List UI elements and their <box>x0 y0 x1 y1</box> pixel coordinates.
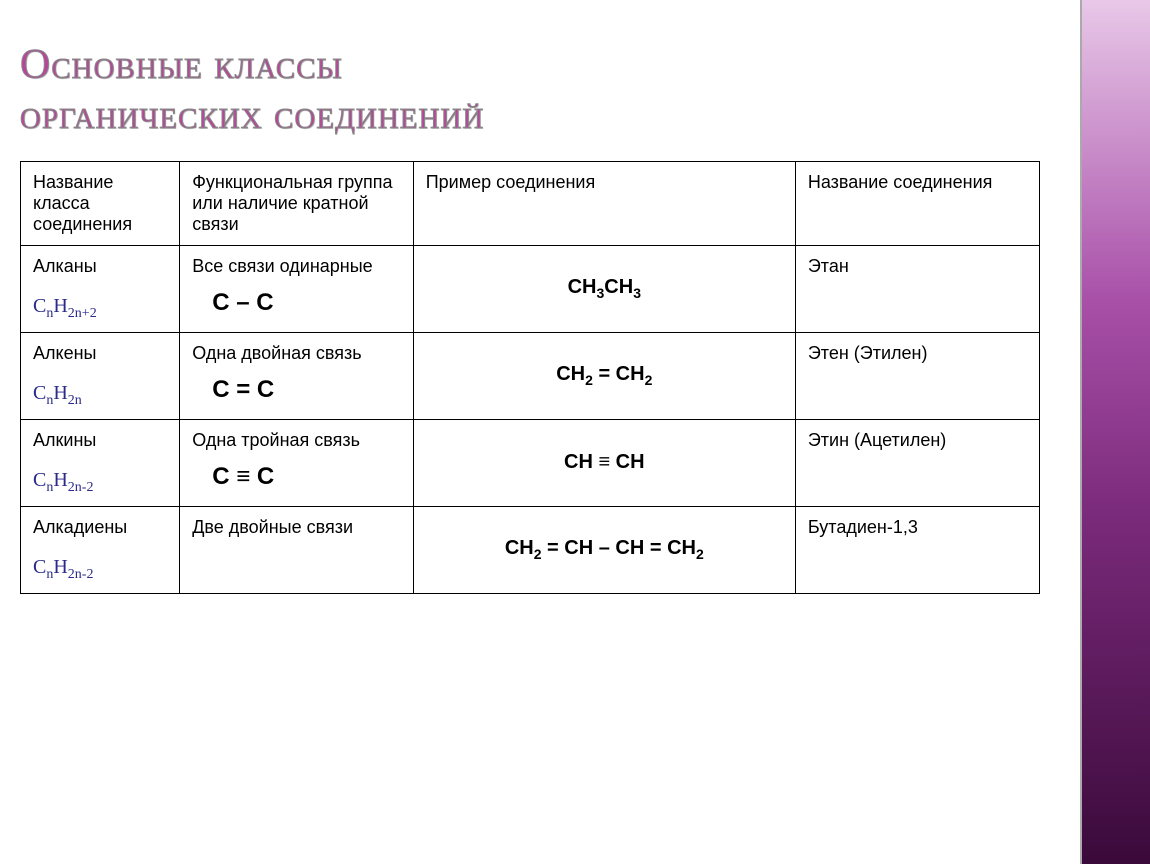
slide-title: Основные классы органических соединений <box>0 0 1150 161</box>
header-compound-name: Название соединения <box>795 161 1039 245</box>
cell-bond: Две двойные связи <box>180 506 414 593</box>
bond-description: Одна двойная связь <box>192 343 401 364</box>
general-formula: CnH2n <box>33 382 167 409</box>
cell-bond: Все связи одинарные C – C <box>180 245 414 332</box>
bond-description: Одна тройная связь <box>192 430 401 451</box>
header-example: Пример соединения <box>413 161 795 245</box>
cell-name: Этен (Этилен) <box>795 332 1039 419</box>
cell-example: CH3CH3 <box>413 245 795 332</box>
bond-symbol: C ≡ C <box>192 463 401 491</box>
gradient-strip <box>1080 0 1150 864</box>
cell-example: CH ≡ CH <box>413 419 795 506</box>
general-formula: CnH2n-2 <box>33 556 167 583</box>
cell-example: CH2 = CH2 <box>413 332 795 419</box>
class-name: Алкины <box>33 430 167 451</box>
cell-name: Бутадиен-1,3 <box>795 506 1039 593</box>
table-row: Алкены CnH2n Одна двойная связь C = C CH… <box>21 332 1040 419</box>
table-row: Алкадиены CnH2n-2 Две двойные связи CH2 … <box>21 506 1040 593</box>
cell-class: Алкины CnH2n-2 <box>21 419 180 506</box>
classes-table: Название класса соединения Функциональна… <box>20 161 1040 594</box>
cell-bond: Одна тройная связь C ≡ C <box>180 419 414 506</box>
title-line-1: Основные классы <box>20 42 343 88</box>
cell-bond: Одна двойная связь C = C <box>180 332 414 419</box>
cell-class: Алканы CnH2n+2 <box>21 245 180 332</box>
bond-symbol: C = C <box>192 376 401 404</box>
cell-class: Алкадиены CnH2n-2 <box>21 506 180 593</box>
general-formula: CnH2n-2 <box>33 469 167 496</box>
bond-description: Две двойные связи <box>192 517 401 538</box>
cell-example: CH2 = CH – CH = CH2 <box>413 506 795 593</box>
class-name: Алканы <box>33 256 167 277</box>
class-name: Алкадиены <box>33 517 167 538</box>
table-row: Алкины CnH2n-2 Одна тройная связь C ≡ C … <box>21 419 1040 506</box>
class-name: Алкены <box>33 343 167 364</box>
header-functional-group: Функциональная группа или наличие кратно… <box>180 161 414 245</box>
header-class-name: Название класса соединения <box>21 161 180 245</box>
bond-symbol: C – C <box>192 289 401 317</box>
table-header-row: Название класса соединения Функциональна… <box>21 161 1040 245</box>
title-line-2: органических соединений <box>20 92 484 138</box>
cell-class: Алкены CnH2n <box>21 332 180 419</box>
cell-name: Этан <box>795 245 1039 332</box>
general-formula: CnH2n+2 <box>33 295 167 322</box>
cell-name: Этин (Ацетилен) <box>795 419 1039 506</box>
table-row: Алканы CnH2n+2 Все связи одинарные C – C… <box>21 245 1040 332</box>
bond-description: Все связи одинарные <box>192 256 401 277</box>
table-container: Название класса соединения Функциональна… <box>0 161 1060 594</box>
